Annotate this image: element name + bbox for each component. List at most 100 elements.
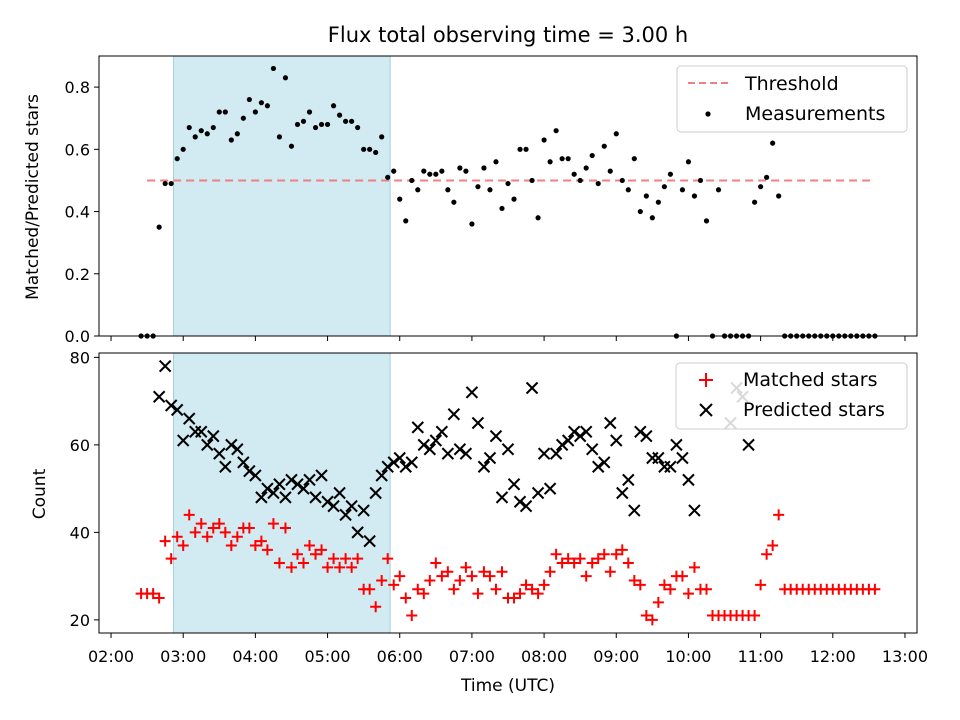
matched-star-point	[514, 588, 526, 600]
bottom-plot-frame	[98, 352, 918, 634]
measurement-point	[156, 224, 162, 230]
matched-star-point	[604, 566, 616, 578]
measurement-point	[643, 193, 649, 199]
legend-threshold-label: Threshold	[744, 73, 839, 95]
matched-star-point	[346, 561, 358, 573]
matched-star-point	[676, 570, 688, 582]
x-axis-label: Time (UTC)	[460, 676, 555, 696]
matched-star-point	[538, 579, 550, 591]
matched-star-point	[767, 540, 779, 551]
measurement-point	[487, 187, 493, 193]
measurement-points	[138, 65, 878, 339]
measurement-point	[764, 174, 770, 180]
predicted-star-point	[592, 460, 605, 473]
predicted-star-point	[519, 499, 533, 513]
y-tick-label: 80	[70, 348, 90, 367]
predicted-star-point	[393, 451, 406, 465]
matched-star-point	[177, 540, 189, 551]
x-tick-label: 11:00	[738, 647, 784, 666]
matched-star-point	[183, 509, 195, 521]
matched-star-point	[364, 583, 376, 595]
measurement-point	[312, 124, 319, 131]
matched-star-point	[201, 531, 213, 543]
predicted-star-point	[369, 486, 382, 500]
predicted-star-point	[682, 473, 695, 487]
predicted-star-point	[321, 495, 334, 508]
measurement-point	[421, 168, 427, 174]
measurement-point	[300, 118, 307, 124]
matched-star-point	[340, 553, 352, 565]
top-x-ticks	[110, 336, 906, 341]
measurement-point	[493, 159, 499, 165]
measurement-point	[379, 134, 385, 140]
measurement-point	[758, 184, 764, 190]
matched-star-point	[279, 522, 291, 534]
matched-stars-points	[135, 509, 881, 626]
measurement-point	[661, 184, 667, 190]
top-panel: 0.0 0.2 0.4 0.6 0.8 Flux total observing tim…	[23, 23, 918, 346]
measurement-point	[258, 100, 264, 106]
predicted-star-point	[249, 469, 262, 482]
bottom-legend-box	[675, 362, 908, 430]
predicted-star-point	[471, 416, 485, 430]
predicted-star-point	[483, 451, 497, 465]
measurement-point	[397, 196, 403, 202]
legend-measurements-label: Measurements	[745, 103, 885, 125]
measurement-point	[511, 196, 517, 202]
measurement-point	[571, 171, 577, 177]
predicted-star-point	[255, 491, 268, 504]
matched-star-point	[195, 518, 207, 530]
predicted-star-point	[309, 491, 322, 504]
predicted-star-point	[465, 386, 479, 399]
measurement-point	[685, 159, 692, 165]
matched-star-point	[304, 540, 316, 551]
y-tick-label: 0.8	[65, 78, 90, 97]
measurement-point	[349, 118, 355, 124]
matched-star-point	[628, 575, 640, 586]
measurement-point	[168, 180, 174, 187]
predicted-star-point	[423, 443, 437, 456]
matched-star-point	[334, 561, 346, 573]
measurement-point	[180, 146, 186, 152]
measurement-point	[469, 221, 475, 227]
measurement-point	[252, 109, 258, 115]
matched-star-point	[544, 566, 556, 578]
measurement-point	[475, 184, 481, 190]
measurement-point	[463, 168, 469, 174]
predicted-star-point	[273, 478, 286, 491]
matched-star-point	[658, 579, 670, 591]
predicted-star-point	[585, 443, 599, 456]
top-legend: Threshold Measurements	[676, 65, 908, 133]
measurement-point	[318, 121, 325, 128]
predicted-star-point	[429, 434, 443, 447]
predicted-star-point	[363, 534, 376, 548]
measurement-point	[240, 115, 246, 121]
predicted-star-point	[616, 486, 629, 500]
measurement-point	[697, 177, 704, 184]
measurement-point	[246, 96, 252, 103]
measurement-point	[535, 215, 541, 221]
predicted-star-point	[688, 504, 701, 517]
legend-predicted-swatch	[699, 403, 713, 417]
predicted-star-point	[237, 456, 250, 469]
predicted-star-point	[573, 429, 587, 443]
predicted-star-point	[411, 421, 424, 434]
predicted-star-point	[477, 460, 491, 473]
measurement-point	[649, 215, 655, 221]
measurement-point	[282, 75, 289, 81]
measurement-point	[445, 187, 451, 193]
measurement-point	[373, 149, 379, 156]
legend-matched-swatch	[699, 373, 713, 387]
matched-star-point	[406, 610, 418, 621]
matched-star-point	[243, 522, 255, 534]
measurement-point	[433, 171, 439, 177]
matched-star-point	[616, 544, 628, 556]
predicted-star-point	[315, 469, 328, 482]
measurement-point	[505, 180, 511, 187]
predicted-star-point	[453, 443, 467, 456]
measurement-point	[565, 156, 571, 162]
top-y-ticks: 0.0 0.2 0.4 0.6 0.8	[65, 78, 99, 346]
measurement-point	[752, 199, 758, 205]
matched-star-point	[285, 561, 297, 573]
predicted-star-point	[207, 429, 220, 443]
